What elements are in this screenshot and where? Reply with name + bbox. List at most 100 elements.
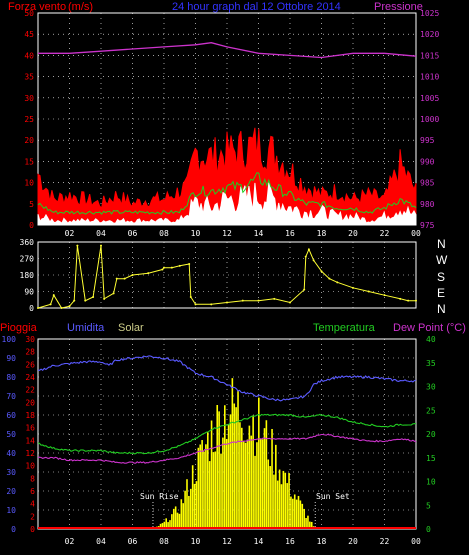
dew-point-label: Dew Point (°C)	[393, 322, 466, 334]
direction-point	[367, 290, 370, 293]
y-tick-rain: 8	[30, 474, 35, 483]
y-tick-pressure: 980	[420, 200, 435, 209]
direction-point	[352, 286, 354, 289]
x-tick-wind: 08	[159, 229, 169, 238]
direction-line	[37, 245, 416, 309]
humidity-label: Umidita	[67, 322, 105, 334]
x-tick-climate: 10	[191, 537, 201, 546]
y-tick-pressure: 1015	[420, 51, 439, 60]
y-tick-pressure: 995	[420, 136, 435, 145]
y-tick-rain: 18	[25, 411, 35, 420]
rain-label: Pioggia	[0, 322, 38, 334]
x-tick-climate: 22	[380, 537, 390, 546]
y-tick-rain: 0	[30, 525, 35, 534]
direction-series	[37, 244, 417, 309]
y-tick-temperature: 30	[426, 383, 436, 392]
y-tick-wind: 15	[24, 157, 34, 166]
x-tick-climate: 20	[348, 537, 358, 546]
x-tick-wind: 02	[65, 229, 75, 238]
y-tick-pressure: 1005	[420, 94, 439, 103]
direction-point	[307, 248, 310, 251]
x-tick-climate: 04	[96, 537, 106, 546]
direction-point	[407, 299, 410, 302]
y-tick-pressure: 1020	[420, 30, 439, 39]
y-tick-humidity: 50	[6, 430, 16, 439]
wind-speed-area	[37, 182, 417, 226]
direction-point	[52, 294, 55, 297]
direction-point	[131, 274, 134, 276]
y-tick-humidity: 0	[11, 525, 16, 534]
x-tick-climate: 00	[411, 537, 421, 546]
direction-point	[383, 294, 386, 297]
direction-point	[84, 299, 87, 302]
sun-rise-label: Sun Rise	[140, 492, 179, 501]
wind-gust-area	[37, 127, 417, 226]
direction-point	[415, 299, 417, 302]
x-tick-wind: 16	[285, 229, 295, 238]
y-tick-direction: 180	[20, 271, 35, 280]
direction-point	[73, 299, 76, 302]
y-tick-rain: 20	[25, 398, 35, 407]
direction-point	[103, 297, 106, 300]
y-tick-rain: 4	[30, 500, 35, 509]
y-tick-wind: 20	[24, 136, 34, 145]
direction-point	[304, 255, 307, 258]
y-tick-wind: 5	[29, 200, 34, 209]
y-tick-temperature: 5	[426, 501, 431, 510]
direction-point	[257, 299, 260, 302]
wind-unit-label: (m/s)	[68, 1, 93, 13]
solar-series	[38, 378, 416, 529]
climate-series	[37, 355, 417, 464]
y-tick-direction: 270	[20, 255, 35, 264]
dir-s-label: S	[437, 270, 445, 284]
direction-point	[226, 301, 228, 304]
x-tick-wind: 00	[411, 229, 421, 238]
dir-n2-label: N	[437, 302, 446, 316]
y-tick-temperature: 20	[426, 430, 436, 439]
direction-point	[68, 305, 71, 308]
y-tick-pressure: 985	[420, 179, 435, 188]
y-tick-wind: 50	[24, 9, 34, 18]
direction-panel-frame	[37, 241, 417, 309]
temperature-label: Temperatura	[313, 322, 376, 334]
y-tick-temperature: 15	[426, 454, 436, 463]
y-tick-humidity: 40	[6, 449, 16, 458]
x-tick-climate: 18	[317, 537, 327, 546]
y-tick-rain: 10	[25, 462, 35, 471]
y-tick-rain: 12	[25, 449, 35, 458]
y-tick-rain: 30	[25, 335, 35, 344]
tick-labels: 0510152025303540455097598098599099510001…	[2, 9, 440, 546]
direction-point	[303, 288, 306, 291]
y-tick-wind: 25	[24, 115, 34, 124]
y-tick-temperature: 40	[426, 335, 436, 344]
direction-point	[210, 303, 213, 306]
direction-point	[100, 244, 102, 247]
x-tick-wind: 18	[317, 229, 327, 238]
direction-point	[289, 301, 291, 304]
x-tick-wind: 04	[96, 229, 106, 238]
x-tick-climate: 02	[65, 537, 75, 546]
wind-average-line	[37, 172, 417, 215]
y-tick-wind: 0	[29, 221, 34, 230]
y-tick-humidity: 20	[6, 487, 16, 496]
direction-point	[178, 264, 181, 267]
y-tick-humidity: 90	[6, 354, 16, 363]
y-tick-direction: 90	[24, 288, 34, 297]
y-tick-humidity: 10	[6, 506, 16, 515]
y-tick-temperature: 25	[426, 406, 436, 415]
x-tick-wind: 10	[191, 229, 201, 238]
y-tick-pressure: 975	[420, 221, 435, 230]
y-tick-temperature: 10	[426, 478, 436, 487]
direction-point	[312, 259, 315, 262]
y-tick-wind: 35	[24, 73, 34, 82]
x-tick-wind: 14	[254, 229, 264, 238]
y-tick-humidity: 80	[6, 373, 16, 382]
y-tick-pressure: 990	[420, 157, 435, 166]
direction-point	[112, 292, 115, 295]
y-tick-pressure: 1000	[420, 115, 439, 124]
direction-point	[320, 270, 323, 273]
direction-point	[37, 307, 39, 309]
x-tick-wind: 20	[348, 229, 358, 238]
direction-point	[241, 299, 244, 302]
